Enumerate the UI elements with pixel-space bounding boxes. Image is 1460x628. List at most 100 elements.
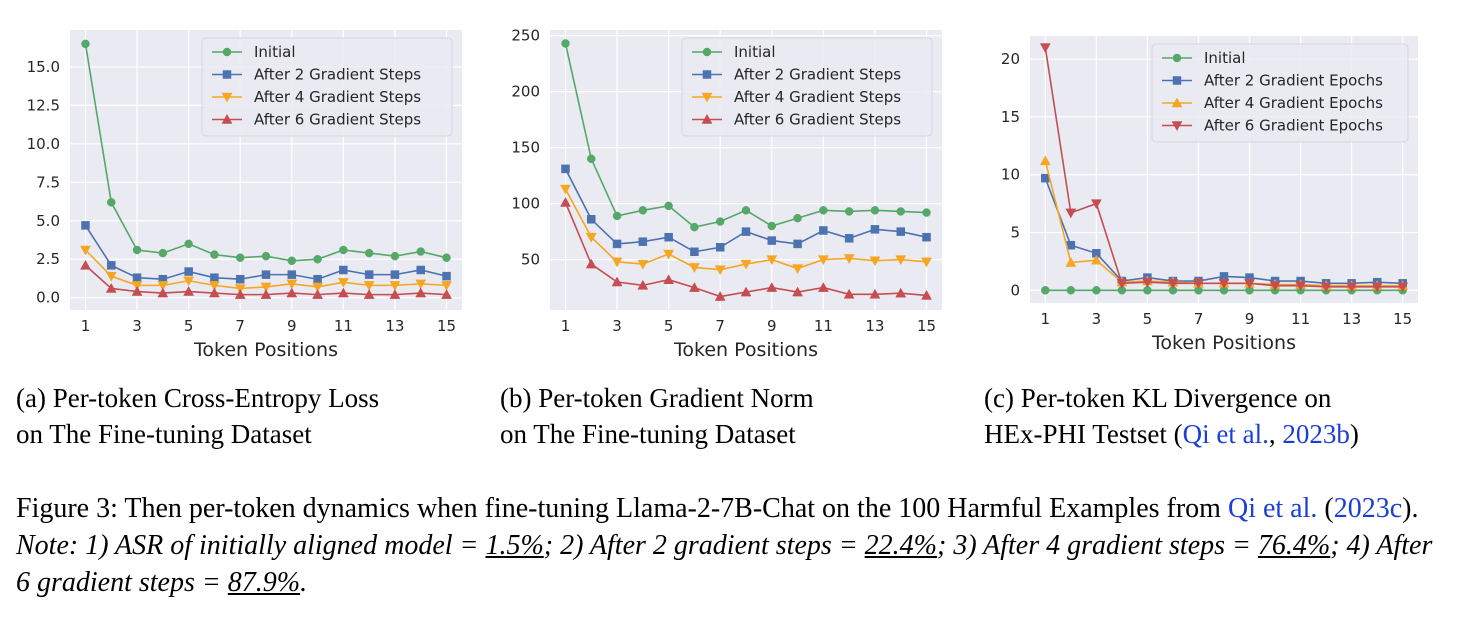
data-point [415,287,427,298]
legend-entry: After 2 Gradient Steps [212,66,421,84]
citation-link-qi-2023c-b[interactable]: 2023c [1333,493,1403,524]
series-after-4-gradient-steps [80,245,452,294]
data-point [561,164,570,174]
data-point [131,281,143,291]
data-point [585,258,597,269]
data-point [132,273,142,282]
legend-label: After 6 Gradient Epochs [1204,117,1383,135]
x-tick-label: 11 [334,317,353,335]
legend-marker [701,92,713,103]
data-point [286,287,298,298]
data-point [922,232,931,242]
data-point [896,227,905,236]
x-tick-label: 13 [1342,310,1361,328]
data-point [235,274,245,284]
legend-entry: After 4 Gradient Steps [212,88,421,106]
data-point [157,281,169,291]
x-axis-label: Token Positions [1151,332,1296,354]
series-after-4-gradient-steps [560,184,932,276]
data-point [1397,282,1409,293]
x-tick-label: 15 [437,317,456,335]
figure-caption: Figure 3: Then per-token dynamics when f… [16,490,1446,601]
data-point [766,282,778,292]
data-point [208,281,220,291]
citation-link-qi-2023c-a[interactable]: Qi et al. [1227,493,1318,524]
series-after-6-gradient-steps [80,259,452,299]
legend-label: Initial [1204,49,1246,67]
data-point [234,284,246,294]
data-point [1092,286,1101,295]
series-initial [561,39,931,232]
data-point [688,263,700,273]
data-point [416,247,425,256]
data-point [363,289,375,299]
data-point [261,270,271,279]
data-point [1090,254,1102,265]
legend-entry: After 6 Gradient Steps [212,111,421,129]
data-point [1066,286,1076,295]
data-point [819,226,828,235]
y-tick-label: 100 [511,195,540,213]
legend-marker [221,92,233,103]
data-point [714,291,726,301]
x-tick-label: 3 [612,317,622,335]
legend-marker [1171,121,1183,132]
data-point [767,236,777,245]
data-point [1167,279,1179,289]
x-tick-label: 11 [814,317,833,335]
data-point [389,281,401,291]
legend-label: After 4 Gradient Steps [254,88,421,106]
data-point [337,278,349,288]
legend-entry: After 2 Gradient Steps [692,66,901,84]
citation-link-qi-2023b-b[interactable]: 2023b [1282,419,1350,449]
x-tick-label: 9 [1245,310,1255,328]
data-point [1295,281,1307,292]
data-point [1193,279,1204,289]
figure-caption-text-2: ( [1317,493,1334,524]
data-point [261,251,271,261]
series-after-6-gradient-steps [560,196,932,301]
data-point [663,274,675,285]
data-point [1141,277,1153,288]
data-point [1090,199,1102,210]
y-tick-label: 15 [1001,108,1020,126]
x-tick-label: 1 [1041,310,1051,328]
data-point [585,232,597,243]
data-point [637,279,649,290]
legend-label: Initial [734,43,776,61]
y-tick-label: 5.0 [36,212,60,230]
data-point [157,287,169,298]
legend-marker [702,47,712,57]
citation-link-qi-2023b-a[interactable]: Qi et al. [1182,419,1269,449]
data-point [235,253,245,262]
x-tick-label: 1 [81,317,91,335]
data-point [364,270,374,279]
data-point [714,265,726,276]
y-tick-label: 5 [1010,223,1020,241]
data-point [587,154,596,164]
data-point [313,274,322,284]
x-tick-label: 1 [561,317,571,335]
data-point [664,201,673,211]
data-point [105,271,117,282]
data-point [234,289,246,299]
y-tick-label: 15.0 [27,58,60,76]
legend-entry: After 6 Gradient Epochs [1162,117,1383,135]
legend: Initial After 2 Gradient Steps After 4 Gra… [201,37,453,137]
figure-caption-note: Note: 1) ASR of initially aligned model … [16,530,1432,598]
caption-c-line1: (c) Per-token KL Divergence on [984,383,1332,413]
figure-caption-text-3: ). [1402,493,1419,524]
data-point [442,253,451,262]
x-tick-label: 5 [184,317,194,335]
caption-b-line2: on The Fine-tuning Dataset [500,419,796,449]
data-point [184,239,193,249]
y-tick-label: 0.0 [36,289,60,307]
data-point [415,279,427,290]
data-point [740,259,752,270]
data-point [663,249,675,260]
asr-6-steps-value: 87.9% [227,567,301,598]
data-point [105,282,117,293]
legend-marker [702,70,712,79]
data-point [921,257,932,268]
x-tick-label: 11 [1291,310,1310,328]
